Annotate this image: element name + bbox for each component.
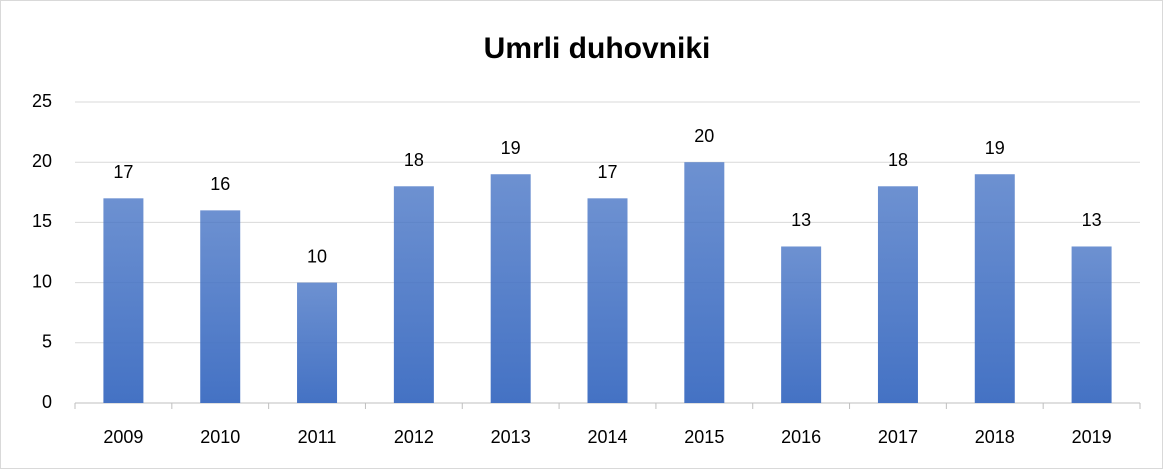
data-label: 10 (307, 246, 327, 266)
data-label: 19 (501, 138, 521, 158)
y-tick-label: 15 (32, 211, 52, 231)
x-tick-label: 2018 (975, 427, 1015, 447)
x-tick-label: 2012 (394, 427, 434, 447)
data-label: 17 (113, 162, 133, 182)
data-label: 17 (597, 162, 617, 182)
chart-title: Umrli duhovniki (484, 32, 711, 65)
bar (1071, 246, 1112, 403)
bar (781, 246, 822, 403)
y-tick-label: 10 (32, 271, 52, 291)
bar (103, 198, 144, 403)
bar (684, 162, 725, 403)
y-tick-label: 0 (42, 392, 52, 412)
y-tick-label: 25 (32, 91, 52, 111)
bar (393, 186, 434, 403)
data-label: 16 (210, 174, 230, 194)
data-label: 19 (985, 138, 1005, 158)
data-label: 18 (888, 150, 908, 170)
bar (297, 282, 338, 403)
bar (974, 174, 1015, 403)
data-label: 18 (404, 150, 424, 170)
data-label: 13 (791, 210, 811, 230)
x-tick-label: 2019 (1072, 427, 1112, 447)
bar (587, 198, 628, 403)
x-tick-label: 2015 (684, 427, 724, 447)
bar (490, 174, 531, 403)
data-label: 13 (1082, 210, 1102, 230)
bar (200, 210, 241, 403)
data-label: 20 (694, 126, 714, 146)
x-tick-label: 2013 (491, 427, 531, 447)
x-tick-label: 2017 (878, 427, 918, 447)
x-tick-label: 2011 (298, 427, 337, 447)
bar (877, 186, 918, 403)
y-tick-label: 5 (42, 332, 52, 352)
x-tick-label: 2016 (781, 427, 821, 447)
x-tick-label: 2010 (200, 427, 240, 447)
x-tick-label: 2014 (587, 427, 627, 447)
x-tick-label: 2009 (103, 427, 143, 447)
y-tick-label: 20 (32, 151, 52, 171)
